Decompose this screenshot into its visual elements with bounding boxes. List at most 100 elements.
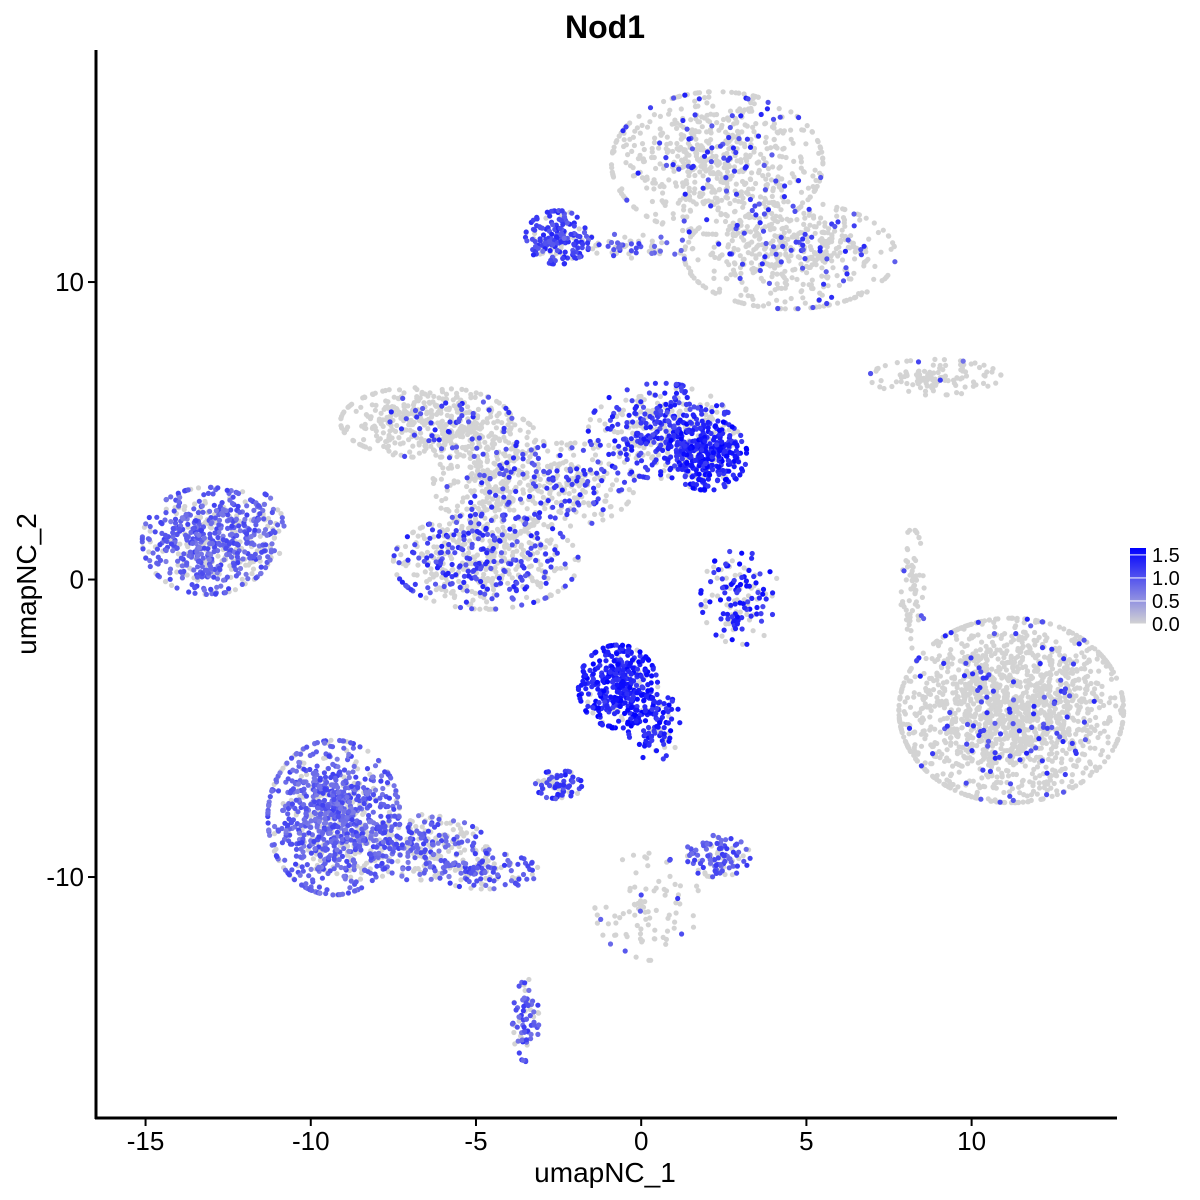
cell-point	[966, 684, 973, 690]
cell-point	[243, 562, 249, 568]
cell-point	[818, 145, 824, 151]
cell-point	[603, 498, 609, 504]
cell-point	[926, 704, 932, 710]
cell-point	[706, 89, 712, 95]
cell-point	[419, 824, 425, 830]
cell-point	[1048, 772, 1054, 779]
cell-point	[503, 438, 509, 444]
cell-point	[1079, 696, 1085, 702]
cell-point	[182, 503, 188, 510]
cell-point	[771, 226, 777, 232]
cell-point	[1043, 671, 1050, 677]
cell-point	[742, 107, 748, 113]
cell-point	[1002, 631, 1008, 637]
cell-point	[1047, 694, 1054, 700]
cell-point	[455, 822, 461, 828]
cell-point	[964, 642, 970, 648]
cell-point	[988, 764, 995, 770]
cell-point	[776, 165, 782, 171]
cell-point	[491, 441, 498, 447]
cell-point	[801, 127, 807, 133]
cell-point	[655, 684, 661, 690]
cell-point	[639, 122, 645, 128]
cell-point	[433, 402, 439, 408]
cell-point	[777, 214, 783, 220]
cell-point	[502, 544, 508, 550]
cell-point	[358, 404, 364, 410]
cell-point	[1099, 683, 1105, 690]
cell-point	[797, 255, 803, 261]
cell-point	[547, 540, 553, 546]
cell-point	[431, 598, 437, 604]
cell-point	[699, 124, 705, 130]
cell-point	[147, 528, 153, 534]
cell-point	[1088, 706, 1095, 713]
cell-point	[454, 394, 460, 400]
cell-point	[974, 789, 980, 795]
cell-point	[418, 436, 424, 442]
cell-point	[943, 362, 949, 368]
cell-point	[421, 535, 428, 542]
cell-point	[430, 476, 436, 482]
cell-point	[983, 662, 990, 669]
cell-point	[367, 416, 374, 422]
cell-point	[979, 775, 985, 781]
cell-point	[837, 250, 843, 256]
cell-point	[697, 158, 703, 164]
cell-point	[976, 364, 983, 371]
cell-point	[232, 587, 238, 593]
cell-point	[842, 206, 848, 212]
cell-point	[1020, 690, 1026, 696]
cell-point	[958, 763, 964, 769]
cell-point	[746, 186, 752, 192]
cell-point	[1069, 778, 1075, 785]
cell-point	[749, 239, 755, 245]
cell-point	[760, 303, 767, 309]
cell-point	[1108, 676, 1115, 682]
cell-point	[528, 563, 534, 569]
cell-point	[666, 177, 672, 183]
cell-point	[1040, 674, 1046, 681]
cell-point	[1016, 751, 1022, 757]
cell-point	[454, 508, 460, 514]
cell-point	[1024, 793, 1030, 799]
cell-point	[1112, 695, 1118, 701]
cell-point	[1102, 657, 1108, 663]
cell-point	[400, 440, 406, 446]
cell-point	[787, 180, 793, 186]
cell-point	[1096, 705, 1102, 711]
cell-point	[993, 616, 999, 622]
cell-point	[719, 633, 725, 639]
cell-point	[637, 130, 643, 136]
cell-point	[496, 436, 502, 442]
cell-point	[1036, 634, 1042, 641]
cell-point	[1092, 745, 1098, 751]
cell-point	[680, 159, 686, 165]
cell-point	[1060, 747, 1066, 754]
cell-point	[820, 201, 826, 207]
cell-point	[372, 407, 378, 413]
cell-point	[812, 167, 818, 173]
cell-point	[789, 171, 795, 177]
cell-point	[1085, 710, 1091, 716]
cell-point	[420, 420, 426, 426]
cell-point	[598, 404, 604, 410]
cell-point	[446, 521, 453, 527]
cell-point	[1012, 624, 1018, 631]
cell-point	[1024, 715, 1030, 721]
cell-point	[468, 488, 474, 494]
cell-point	[469, 588, 475, 595]
cell-point	[554, 440, 560, 446]
cell-point	[984, 657, 990, 663]
cell-point	[897, 696, 903, 702]
cell-point	[527, 421, 533, 428]
cell-point	[683, 196, 689, 202]
cell-point	[698, 143, 704, 149]
cell-point	[918, 743, 925, 749]
cell-point	[934, 670, 940, 676]
cell-point	[753, 121, 759, 127]
cell-point	[643, 213, 649, 219]
cell-point	[980, 783, 986, 790]
cell-point	[486, 494, 492, 500]
cell-point	[718, 179, 724, 185]
